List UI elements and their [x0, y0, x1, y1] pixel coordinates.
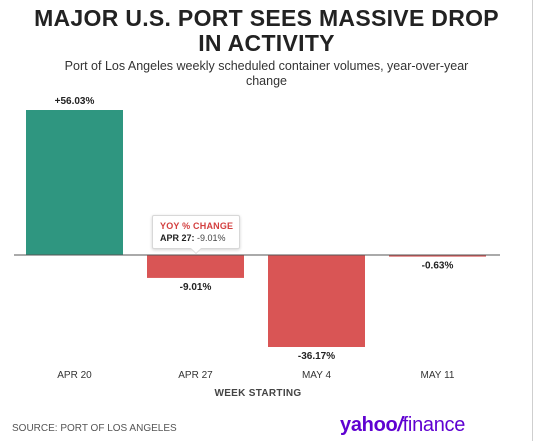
- tooltip-row: APR 27: -9.01%: [160, 232, 233, 244]
- x-axis-title: WEEK STARTING: [214, 388, 301, 399]
- bar-may-4: [268, 255, 365, 347]
- data-label-may-11: -0.63%: [422, 261, 454, 272]
- logo-finance-text: finance: [402, 414, 466, 436]
- x-tick-label-apr-27: APR 27: [178, 370, 213, 381]
- tooltip-date: APR 27:: [160, 233, 195, 243]
- logo-yahoo-text: yahoo: [340, 414, 398, 436]
- x-tick-label-apr-20: APR 20: [57, 370, 92, 381]
- tooltip-title: YOY % CHANGE: [160, 221, 234, 231]
- hover-tooltip: YOY % CHANGE APR 27: -9.01%: [152, 215, 241, 254]
- tooltip-pointer-fill: [191, 248, 201, 253]
- source-note: SOURCE: PORT OF LOS ANGELES: [12, 423, 177, 434]
- data-label-apr-20: +56.03%: [55, 96, 95, 107]
- x-tick-label-may-4: MAY 4: [302, 370, 332, 381]
- chart-subtitle-line-2: change: [245, 74, 287, 88]
- logo-slash: /: [397, 414, 403, 436]
- chart-subtitle: Port of Los Angeles weekly scheduled con…: [20, 59, 513, 89]
- chart-title: MAJOR U.S. PORT SEES MASSIVE DROP IN ACT…: [0, 6, 533, 56]
- tooltip-value: -9.01%: [197, 233, 226, 243]
- data-label-apr-27: -9.01%: [180, 282, 212, 293]
- yahoo-finance-logo: yahoo/finance: [340, 414, 465, 436]
- chart-subtitle-line-1: Port of Los Angeles weekly scheduled con…: [64, 59, 469, 73]
- x-tick-label-may-11: MAY 11: [421, 370, 455, 381]
- bar-apr-20: [26, 110, 123, 255]
- chart-title-line-2: IN ACTIVITY: [198, 30, 335, 56]
- bar-may-11: [389, 255, 486, 257]
- chart-title-line-1: MAJOR U.S. PORT SEES MASSIVE DROP: [34, 5, 499, 31]
- bar-apr-27: [147, 255, 244, 278]
- data-label-may-4: -36.17%: [298, 351, 335, 362]
